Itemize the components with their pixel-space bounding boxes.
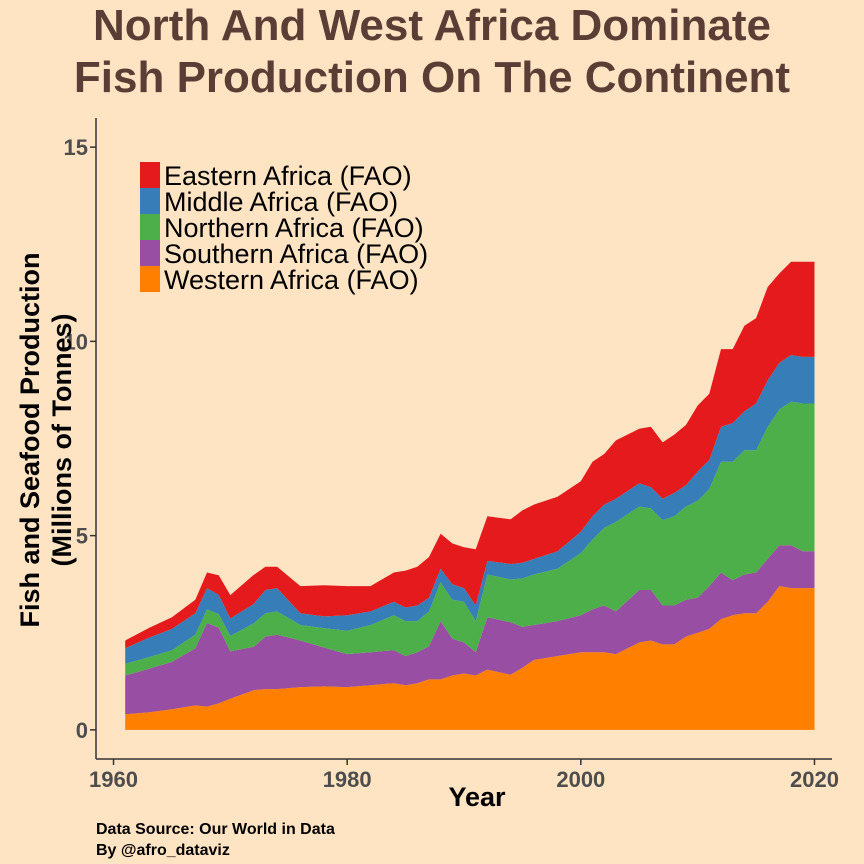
caption-credit: By @afro_dataviz bbox=[96, 842, 230, 859]
y-ticks: 0 5 10 15 bbox=[64, 135, 96, 743]
x-tick-label: 2020 bbox=[790, 767, 839, 792]
area-series-eastern-africa bbox=[125, 261, 815, 649]
caption-source: Data Source: Our World in Data bbox=[96, 821, 335, 838]
legend: Eastern Africa (FAO)Middle Africa (FAO)N… bbox=[140, 161, 428, 295]
area-series-western-africa bbox=[125, 586, 815, 730]
legend-label-western: Western Africa (FAO) bbox=[164, 265, 419, 295]
area-series-middle-africa bbox=[125, 355, 815, 664]
y-axis-title-line-1: Fish and Seafood Production bbox=[15, 252, 45, 627]
x-tick-label: 1980 bbox=[323, 767, 372, 792]
legend-swatch-northern bbox=[140, 214, 160, 240]
legend-swatch-middle bbox=[140, 188, 160, 214]
legend-label-northern: Northern Africa (FAO) bbox=[164, 213, 424, 243]
x-axis-title: Year bbox=[448, 782, 506, 812]
area-series-southern-africa bbox=[125, 545, 815, 715]
y-tick-label: 15 bbox=[64, 135, 88, 160]
legend-swatch-eastern bbox=[140, 162, 160, 188]
x-ticks: 1960 1980 2000 2020 bbox=[89, 759, 839, 792]
legend-label-middle: Middle Africa (FAO) bbox=[164, 187, 398, 217]
caption: Data Source: Our World in Data By @afro_… bbox=[96, 819, 335, 861]
chart-title-line-2: Fish Production On The Continent bbox=[73, 53, 791, 102]
legend-swatch-southern bbox=[140, 240, 160, 266]
legend-label-eastern: Eastern Africa (FAO) bbox=[164, 161, 412, 191]
area-series-northern-africa bbox=[125, 401, 815, 676]
x-tick-label: 1960 bbox=[89, 767, 138, 792]
x-tick-label: 2000 bbox=[556, 767, 605, 792]
legend-swatch-western bbox=[140, 266, 160, 292]
area-layers bbox=[125, 261, 815, 730]
y-tick-label: 5 bbox=[76, 524, 88, 549]
chart-title: North And West Africa Dominate Fish Prod… bbox=[0, 0, 864, 104]
legend-label-southern: Southern Africa (FAO) bbox=[164, 239, 428, 269]
chart-title-line-1: North And West Africa Dominate bbox=[93, 1, 771, 50]
y-tick-label: 0 bbox=[76, 718, 88, 743]
y-tick-label: 10 bbox=[64, 329, 88, 354]
y-axis-title-line-2: (Millions of Tonnes) bbox=[47, 314, 77, 567]
